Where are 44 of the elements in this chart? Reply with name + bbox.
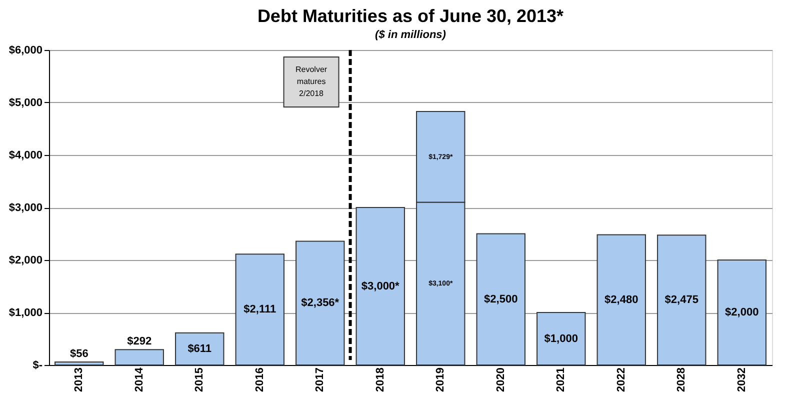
data-label: $611 (188, 342, 212, 355)
y-tick-label: $2,000 (8, 254, 42, 266)
x-tick-label: 2016 (254, 368, 266, 392)
y-tick-label: $4,000 (8, 150, 42, 162)
x-tick-label: 2019 (434, 368, 447, 392)
x-tick-label: 2013 (73, 368, 86, 392)
y-tick-label: $3,000 (8, 202, 42, 214)
data-label: $2,111 (244, 304, 276, 316)
bar (296, 240, 345, 366)
x-tick-label: 2022 (615, 368, 628, 392)
bar (114, 349, 164, 366)
x-tick-label: 2014 (133, 366, 146, 392)
bar (536, 312, 586, 366)
x-tick-label: 2032 (736, 368, 748, 392)
data-label: $2,356* (301, 297, 340, 310)
x-tick-label: 2015 (194, 368, 206, 392)
bar (476, 233, 526, 366)
x-tick-label: 2020 (494, 368, 507, 392)
y-tick-label: $5,000 (8, 97, 42, 109)
chart-subtitle: ($ in millions) (375, 29, 446, 41)
data-label: $2,500 (484, 293, 518, 306)
x-tick-label: 2017 (314, 368, 326, 392)
data-label: $56 (70, 348, 88, 360)
bar (54, 362, 104, 366)
x-tick-label: 2018 (374, 368, 386, 392)
x-tick-label: 2028 (676, 368, 688, 392)
data-label: $3,000* (361, 280, 400, 292)
bar (717, 260, 766, 366)
data-label: $2,480 (604, 294, 638, 306)
bar (235, 254, 284, 366)
data-label: $2,475 (664, 294, 698, 306)
bar (596, 234, 646, 366)
ref-line-label: Revolver matures 2/2018 (295, 65, 328, 98)
chart-title: Debt Maturities as of June 30, 2013* (257, 6, 564, 26)
x-tick-label: 2021 (555, 368, 568, 392)
data-label: $292 (127, 336, 152, 348)
y-tick-label: $6,000 (8, 44, 42, 56)
bar (175, 332, 224, 366)
bar (657, 234, 706, 366)
y-tick-label: $- (32, 360, 43, 372)
y-tick-label: $1,000 (8, 307, 42, 319)
data-label: $1,000 (544, 332, 578, 345)
bar (356, 207, 405, 366)
data-label: $2,000 (725, 306, 759, 318)
